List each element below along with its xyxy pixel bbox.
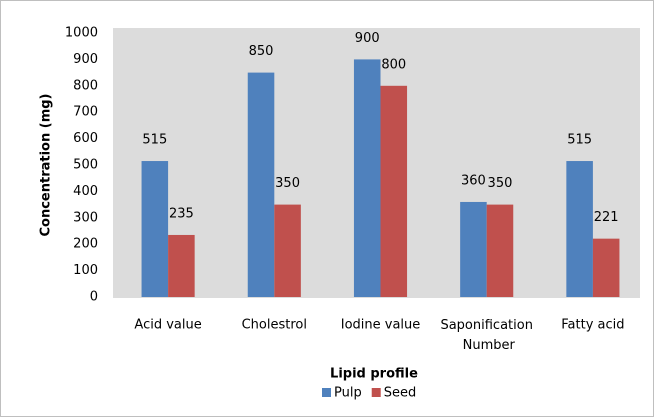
x-tick-label: Iodine value bbox=[341, 318, 421, 333]
y-tick-label: 300 bbox=[73, 210, 98, 225]
x-tick-label: Acid value bbox=[134, 318, 201, 333]
bar bbox=[141, 161, 169, 297]
legend-label: Pulp bbox=[334, 386, 362, 401]
x-tick-label: Cholestrol bbox=[242, 318, 307, 333]
value-label: 800 bbox=[381, 57, 406, 72]
x-axis-label: Lipid profile bbox=[330, 367, 418, 382]
value-label: 350 bbox=[275, 176, 300, 191]
value-label: 235 bbox=[169, 206, 194, 221]
bar bbox=[380, 85, 408, 297]
bar bbox=[353, 59, 381, 298]
value-label: 900 bbox=[355, 31, 380, 46]
y-tick-label: 700 bbox=[73, 105, 98, 120]
legend-label: Seed bbox=[384, 386, 417, 401]
bar bbox=[247, 72, 275, 297]
value-label: 515 bbox=[142, 133, 167, 148]
legend-swatch bbox=[322, 388, 331, 397]
y-tick-label: 800 bbox=[73, 78, 98, 93]
y-axis-label: Concentration (mg) bbox=[39, 93, 54, 236]
y-tick-label: 1000 bbox=[65, 26, 98, 41]
y-tick-label: 600 bbox=[73, 131, 98, 146]
y-tick-label: 0 bbox=[90, 290, 98, 305]
y-tick-label: 500 bbox=[73, 158, 98, 173]
y-tick-label: 900 bbox=[73, 52, 98, 67]
y-tick-label: 400 bbox=[73, 184, 98, 199]
y-tick-label: 200 bbox=[73, 237, 98, 252]
legend-swatch bbox=[371, 388, 381, 397]
bar bbox=[460, 201, 487, 297]
value-label: 360 bbox=[461, 173, 486, 188]
bar bbox=[592, 238, 620, 297]
bar bbox=[168, 234, 195, 297]
bar bbox=[566, 161, 593, 297]
value-label: 221 bbox=[594, 210, 619, 225]
x-tick-label: Fatty acid bbox=[561, 318, 624, 333]
bar bbox=[274, 204, 301, 297]
y-tick-label: 100 bbox=[73, 263, 98, 278]
bar bbox=[486, 204, 514, 297]
value-label: 515 bbox=[567, 133, 592, 148]
value-label: 850 bbox=[249, 44, 274, 59]
x-tick-label: Saponification Number bbox=[440, 318, 532, 353]
value-label: 350 bbox=[488, 176, 513, 191]
